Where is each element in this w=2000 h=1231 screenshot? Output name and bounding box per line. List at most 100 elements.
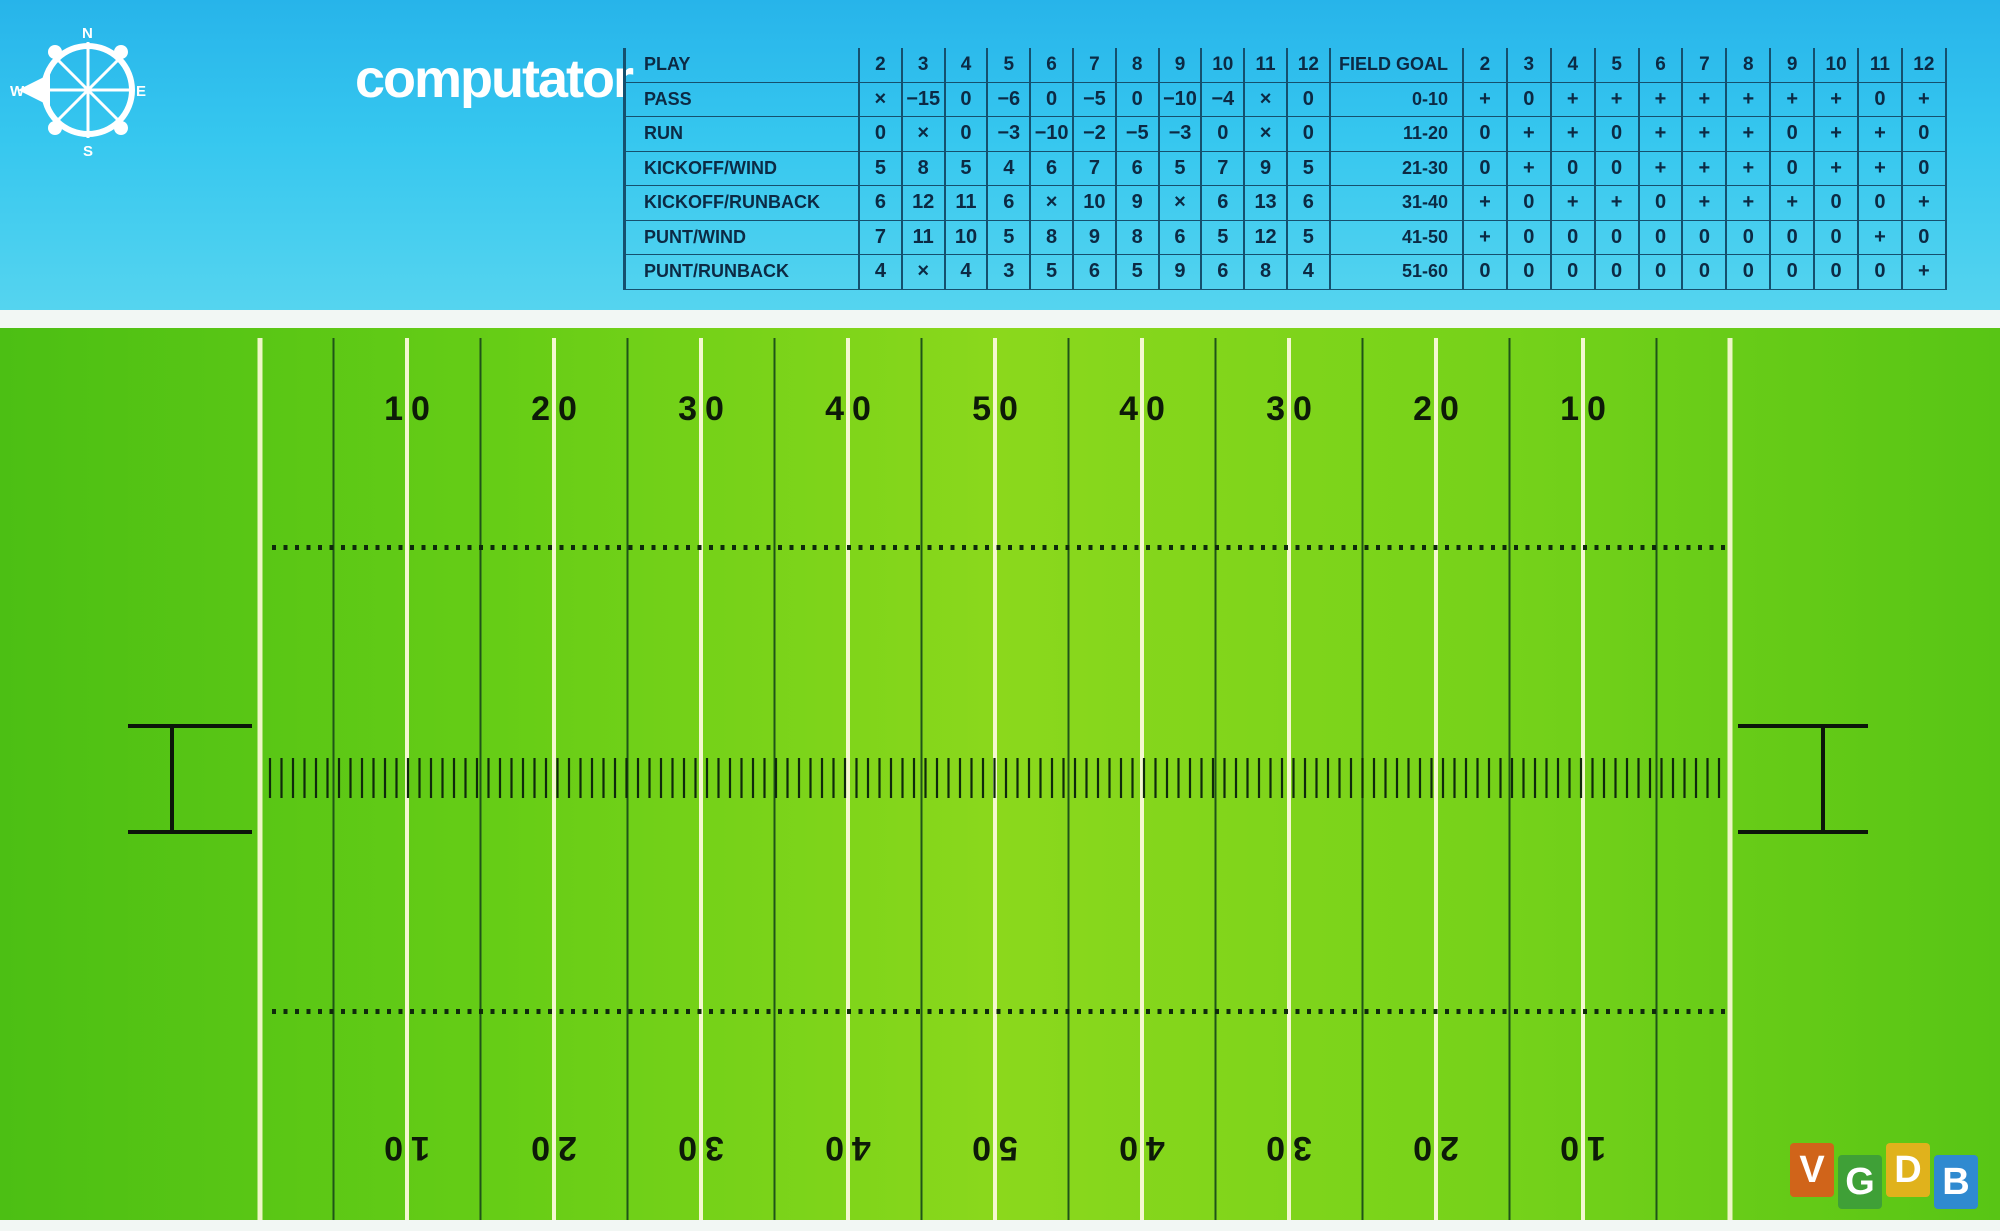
- hash-dot: [1353, 1009, 1357, 1014]
- hash-dot: [1042, 1009, 1047, 1014]
- play-table-cell: 5: [986, 220, 1031, 255]
- play-table-column-header: 10: [1200, 48, 1245, 83]
- hash-dot: [881, 1009, 886, 1014]
- hash-dot: [916, 1009, 920, 1014]
- play-results-table: PLAY 2 3 4 5 6 7 8 9 10 11 12 PASS × −15 0 −6 0 −5 0 −10 −4 × 0…: [623, 48, 1331, 290]
- hash-dot: [674, 1009, 679, 1014]
- hash-dot: [1629, 1009, 1633, 1014]
- hash-dot: [1169, 1009, 1173, 1014]
- hash-dot: [939, 545, 943, 550]
- hash-dot: [893, 1009, 897, 1014]
- hash-dot: [927, 545, 932, 550]
- hash-dot: [1318, 545, 1323, 550]
- hash-dot: [387, 545, 391, 550]
- hash-dot: [1180, 1009, 1185, 1014]
- play-table-column-header: 5: [986, 48, 1031, 83]
- hash-dot: [870, 545, 874, 550]
- hash-dot: [1387, 1009, 1392, 1014]
- fg-table-cell: 0: [1462, 151, 1507, 186]
- play-table-cell: 10: [1071, 185, 1116, 221]
- fg-table-row-label: 0-10: [1308, 82, 1463, 117]
- fg-table-cell: 0: [1505, 185, 1551, 221]
- hash-dot: [1031, 1009, 1035, 1014]
- hash-dot: [456, 1009, 460, 1014]
- fg-table-cell: 0: [1813, 220, 1859, 255]
- fg-table-cell: +: [1462, 220, 1507, 255]
- hash-dot: [686, 1009, 690, 1014]
- play-table-row-label: KICKOFF/RUNBACK: [623, 185, 859, 221]
- fg-table-column-header: 2: [1462, 48, 1507, 83]
- hash-dot: [1468, 1009, 1472, 1014]
- hash-dot: [1100, 545, 1104, 550]
- hash-dot: [467, 545, 472, 550]
- hash-dot: [341, 545, 345, 550]
- hash-dot: [640, 545, 644, 550]
- compass-west-label: W: [10, 83, 25, 100]
- hash-dot: [329, 1009, 334, 1014]
- play-table-row-label: KICKOFF/WIND: [623, 151, 859, 186]
- hash-dot: [1422, 545, 1426, 550]
- hash-dot: [1364, 545, 1369, 550]
- hash-dot: [1318, 1009, 1323, 1014]
- vgdb-letter: B: [1934, 1155, 1978, 1209]
- fg-table-cell: +: [1813, 116, 1859, 152]
- hash-dot: [1008, 1009, 1012, 1014]
- fg-table-cell: 0: [1593, 151, 1639, 186]
- hash-dot: [1341, 545, 1346, 550]
- yard-number-bot: 10: [376, 1129, 430, 1167]
- hash-dot: [352, 545, 357, 550]
- hash-dot: [651, 545, 656, 550]
- yard-number-bot: 30: [670, 1129, 724, 1167]
- hash-dot: [766, 1009, 771, 1014]
- hash-dot: [743, 1009, 748, 1014]
- play-table-cell: 5: [1200, 220, 1245, 255]
- fg-table-cell: 0: [1505, 220, 1551, 255]
- hash-dot: [1134, 1009, 1139, 1014]
- hash-dot: [1341, 1009, 1346, 1014]
- hash-dot: [525, 545, 529, 550]
- fg-table-cell: +: [1637, 151, 1683, 186]
- hash-dot: [1123, 545, 1127, 550]
- hash-dot: [1284, 545, 1288, 550]
- hash-dot: [1606, 545, 1610, 550]
- hash-dot: [1491, 1009, 1495, 1014]
- hash-dot: [1295, 1009, 1300, 1014]
- play-table-cell: ×: [1029, 185, 1073, 221]
- fg-table-cell: +: [1900, 82, 1947, 117]
- fg-table-cell: +: [1505, 151, 1551, 186]
- play-table-cell: 9: [1071, 220, 1116, 255]
- hash-dot: [398, 545, 403, 550]
- hash-dot: [1088, 545, 1093, 550]
- hash-dot: [962, 1009, 966, 1014]
- play-table-cell: 11: [943, 185, 988, 221]
- fg-table-cell: 0: [1769, 220, 1815, 255]
- hash-dot: [318, 545, 322, 550]
- hash-dot: [1640, 1009, 1645, 1014]
- fg-table-cell: 0: [1813, 254, 1859, 290]
- fg-table-cell: 0: [1681, 220, 1727, 255]
- hash-dot: [1445, 545, 1449, 550]
- brand-logo: computator: [355, 49, 634, 109]
- hash-dot: [1054, 545, 1058, 550]
- hash-dot: [732, 545, 736, 550]
- hash-dot: [950, 1009, 955, 1014]
- fg-table-column-header: 8: [1725, 48, 1771, 83]
- hash-dot: [1709, 545, 1714, 550]
- hash-dot: [295, 545, 299, 550]
- hash-dot: [1525, 545, 1530, 550]
- play-table-cell: −3: [986, 116, 1031, 152]
- hash-dot: [996, 545, 1001, 550]
- play-table-row: KICKOFF/WIND 5 8 5 4 6 7 6 5 7 9 5: [623, 151, 1331, 186]
- play-table-cell: 9: [1114, 185, 1159, 221]
- hash-dot: [1410, 1009, 1415, 1014]
- hash-dot: [456, 545, 460, 550]
- hash-dot: [1479, 1009, 1484, 1014]
- play-table-cell: 0: [858, 116, 902, 152]
- hash-dot: [1583, 545, 1587, 550]
- play-table-cell: 8: [1029, 220, 1073, 255]
- hash-dot: [1502, 1009, 1507, 1014]
- hash-dot: [1192, 1009, 1196, 1014]
- hash-dot: [766, 545, 771, 550]
- hash-dot: [410, 545, 414, 550]
- hash-dot: [467, 1009, 472, 1014]
